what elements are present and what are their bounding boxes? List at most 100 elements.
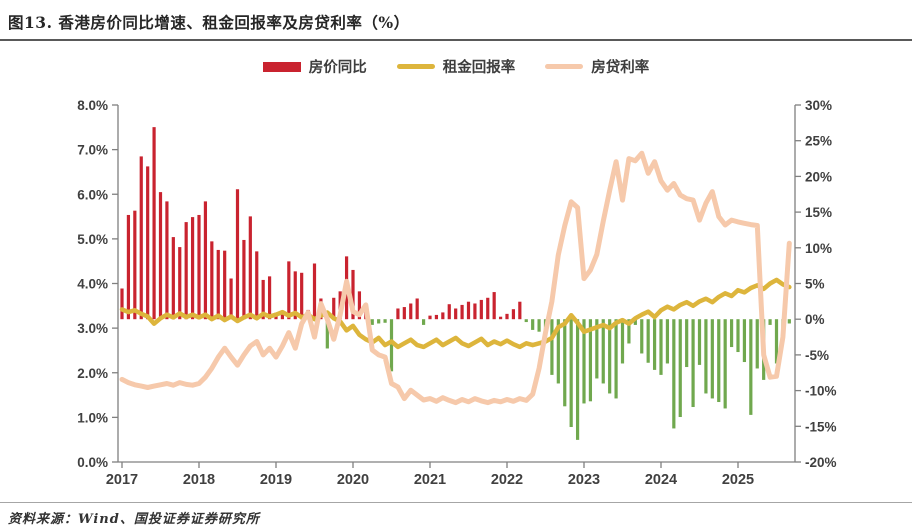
x-axis-tick-label: 2021	[414, 472, 446, 488]
price-yoy-bar	[473, 303, 477, 320]
price-yoy-bar	[300, 272, 304, 320]
price-yoy-bar	[774, 319, 779, 364]
price-yoy-bar	[563, 319, 567, 407]
rental-yield-swatch-icon	[396, 64, 435, 69]
price-yoy-bar	[582, 319, 586, 404]
price-yoy-bar	[588, 319, 593, 402]
price-yoy-bar	[396, 308, 400, 320]
source-note: 资料来源：Wind、国投证券证券研究所	[8, 512, 260, 527]
price-yoy-bar	[428, 315, 432, 320]
x-axis-tick-label: 2018	[183, 472, 215, 488]
price-yoy-bar	[749, 319, 753, 415]
price-yoy-bar	[569, 319, 573, 428]
right-axis-tick-label: -15%	[805, 419, 837, 434]
x-axis-tick-label: 2024	[645, 472, 677, 488]
price-yoy-bar	[402, 307, 406, 320]
price-yoy-bar	[460, 304, 464, 320]
price-yoy-bar	[139, 156, 143, 320]
price-yoy-bar	[575, 319, 580, 440]
price-yoy-bar	[223, 250, 227, 320]
legend-label: 房价同比	[308, 59, 367, 76]
price-yoy-bar	[697, 319, 702, 365]
price-yoy-bar	[685, 319, 689, 368]
price-yoy-bar	[287, 261, 291, 320]
mortgage-rate-swatch-icon	[545, 64, 584, 69]
price-yoy-bar	[312, 263, 317, 320]
price-yoy-bar	[505, 313, 509, 320]
x-axis-tick-label: 2022	[491, 472, 523, 488]
x-axis-tick-label: 2019	[260, 472, 292, 488]
price-yoy-bar	[537, 319, 541, 332]
title-underline	[0, 39, 912, 41]
right-axis-tick-label: 15%	[805, 205, 832, 220]
price-yoy-bar	[511, 309, 516, 320]
price-yoy-bar	[498, 316, 503, 320]
price-yoy-bar	[377, 319, 381, 324]
chart-legend: 房价同比 租金回报率 房贷利率	[0, 56, 912, 77]
price-yoy-bar	[190, 217, 195, 320]
x-axis-tick-label: 2025	[722, 472, 754, 488]
price-yoy-bar	[235, 189, 240, 320]
price-yoy-bar	[787, 319, 791, 324]
left-axis-tick-label: 8.0%	[77, 98, 108, 113]
price-yoy-bar	[640, 319, 644, 354]
price-yoy-bar	[197, 214, 201, 320]
legend-item-rental-yield: 租金回报率	[396, 56, 516, 77]
price-yoy-bar	[126, 214, 131, 320]
price-yoy-bar	[332, 297, 336, 320]
price-yoy-bar	[184, 222, 188, 320]
left-axis-tick-label: 4.0%	[77, 277, 108, 292]
price-yoy-bar	[293, 271, 297, 320]
price-yoy-bar	[383, 319, 387, 323]
price-yoy-bar	[620, 319, 625, 364]
left-axis-tick-label: 2.0%	[77, 366, 108, 381]
price-yoy-bar	[652, 319, 657, 370]
price-yoy-bar	[601, 319, 605, 384]
price-yoy-bar	[550, 319, 554, 375]
price-yoy-bar	[608, 319, 612, 394]
right-axis-tick-label: -10%	[805, 384, 837, 399]
price-yoy-bar	[531, 319, 535, 330]
price-yoy-bar	[704, 319, 708, 394]
legend-item-price-yoy: 房价同比	[262, 56, 367, 77]
price-yoy-bar	[659, 319, 663, 375]
rental-yield-line	[119, 277, 792, 350]
price-yoy-bar	[633, 319, 637, 325]
right-axis-tick-label: 5%	[805, 277, 825, 292]
price-yoy-bar	[672, 319, 676, 429]
right-axis-tick-label: 30%	[805, 98, 832, 113]
price-yoy-bar	[742, 319, 747, 363]
price-yoy-bar	[280, 312, 285, 320]
price-yoy-bar	[325, 319, 329, 349]
price-yoy-bar	[665, 319, 670, 364]
price-yoy-bar	[595, 319, 599, 379]
left-axis-tick-label: 7.0%	[77, 143, 108, 158]
price-yoy-bar	[171, 237, 175, 320]
legend-label: 租金回报率	[442, 59, 516, 76]
price-yoy-bar	[736, 319, 740, 353]
x-axis-tick-label: 2020	[337, 472, 369, 488]
price-yoy-bar	[486, 297, 490, 320]
price-yoy-bar	[492, 292, 496, 320]
price-yoy-bar	[768, 319, 772, 325]
price-yoy-bar	[421, 319, 426, 325]
legend-item-mortgage-rate: 房贷利率	[545, 56, 649, 77]
price-yoy-bar	[627, 319, 631, 344]
right-axis-tick-label: -20%	[805, 455, 837, 470]
price-yoy-bar	[178, 247, 182, 320]
price-yoy-bar	[518, 301, 522, 320]
source-divider	[0, 502, 912, 503]
price-yoy-bar	[556, 319, 560, 384]
price-yoy-bar	[755, 319, 759, 369]
right-axis-tick-label: 25%	[805, 134, 832, 149]
left-axis-tick-label: 6.0%	[77, 187, 108, 202]
price-yoy-bar	[255, 251, 259, 320]
price-yoy-bar	[242, 239, 246, 320]
right-axis-tick-label: 0%	[805, 312, 825, 327]
left-axis-tick-label: 3.0%	[77, 321, 108, 336]
price-yoy-bar	[729, 319, 734, 348]
left-axis-tick-label: 1.0%	[77, 410, 108, 425]
price-yoy-bar	[723, 319, 727, 409]
